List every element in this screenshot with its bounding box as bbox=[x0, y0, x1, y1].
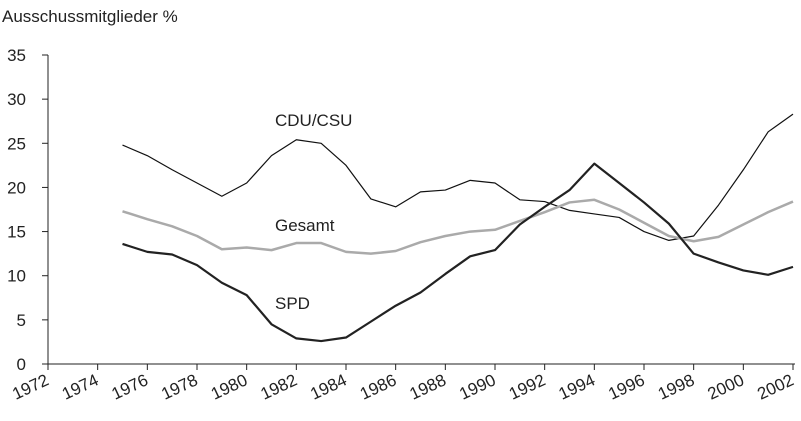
y-tick-label: 20 bbox=[7, 178, 26, 197]
x-tick-label: 1994 bbox=[556, 370, 598, 403]
y-tick-label: 35 bbox=[7, 46, 26, 65]
line-series bbox=[122, 198, 794, 255]
x-tick-label: 1980 bbox=[208, 370, 250, 403]
x-tick-label: 1974 bbox=[59, 370, 101, 403]
y-axis-label: Ausschussmitglieder % bbox=[2, 7, 178, 26]
x-tick-label: 1992 bbox=[506, 370, 548, 403]
series-label: CDU/CSU bbox=[275, 111, 352, 130]
x-tick-label: 1990 bbox=[456, 370, 498, 403]
x-tick-label: 1976 bbox=[109, 370, 151, 403]
y-tick-label: 5 bbox=[17, 311, 26, 330]
y-tick-label: 0 bbox=[17, 355, 26, 374]
x-tick-label: 1998 bbox=[655, 370, 697, 403]
y-tick-label: 15 bbox=[7, 223, 26, 242]
line-series bbox=[122, 113, 794, 241]
x-tick-label: 1972 bbox=[9, 370, 51, 403]
y-tick-label: 25 bbox=[7, 134, 26, 153]
x-tick-label: 2002 bbox=[754, 370, 796, 403]
series-label: SPD bbox=[275, 294, 310, 313]
x-tick-label: 1996 bbox=[605, 370, 647, 403]
x-tick-label: 1984 bbox=[307, 370, 349, 403]
y-tick-label: 30 bbox=[7, 90, 26, 109]
x-tick-label: 1988 bbox=[407, 370, 449, 403]
x-tick-label: 2000 bbox=[705, 370, 747, 403]
x-tick-label: 1986 bbox=[357, 370, 399, 403]
y-tick-label: 10 bbox=[7, 267, 26, 286]
series-label: Gesamt bbox=[275, 216, 335, 235]
line-series bbox=[122, 162, 794, 343]
x-tick-label: 1982 bbox=[258, 370, 300, 403]
x-tick-label: 1978 bbox=[158, 370, 200, 403]
